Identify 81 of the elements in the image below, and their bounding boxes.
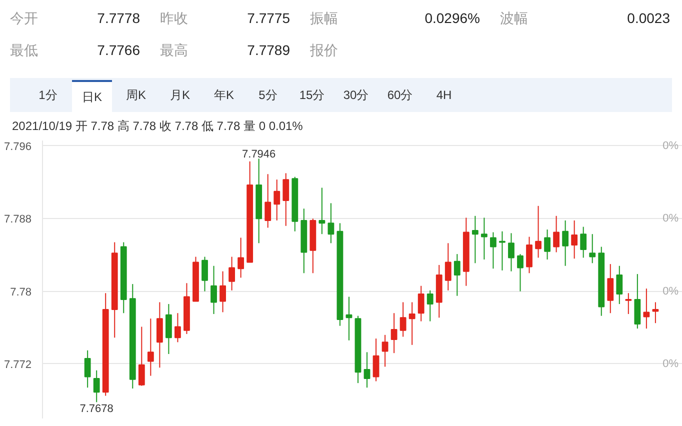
candlestick [390, 312, 398, 354]
candlestick [490, 232, 496, 270]
candlestick [426, 290, 434, 322]
text: 1分 [38, 87, 58, 104]
candlestick [526, 236, 532, 274]
text: 日K [72, 80, 112, 112]
candlestick [174, 312, 181, 343]
candlestick [93, 370, 100, 403]
text: 振幅 [310, 9, 338, 28]
candlestick [408, 302, 416, 346]
text: 7.7789 [247, 42, 290, 58]
candlestick [625, 292, 632, 315]
candlestick [138, 326, 145, 386]
candlestick [571, 220, 578, 260]
candlestick [210, 265, 217, 315]
candlestick [318, 187, 326, 235]
candlestick [454, 254, 460, 296]
text: 昨收 [160, 9, 188, 28]
candlestick [238, 237, 244, 278]
y-tick-label: 7.796 [4, 140, 32, 153]
candlestick [382, 334, 388, 368]
candlestick [580, 226, 587, 258]
y-tick-label: 7.772 [4, 358, 32, 371]
text: 月K [168, 87, 191, 104]
candlestick [400, 302, 406, 338]
candlestick [499, 230, 506, 271]
candlestick [165, 304, 172, 354]
text: 最低 [10, 41, 38, 60]
candlestick [147, 318, 154, 376]
text: 年K [212, 87, 235, 104]
text: 0% [662, 358, 679, 370]
candlestick [328, 202, 334, 244]
candlestick [517, 254, 524, 292]
candlestick [643, 288, 650, 330]
candlestick [346, 296, 352, 341]
text: 报价 [310, 41, 338, 60]
candlestick [228, 256, 235, 291]
candlestick [562, 220, 569, 266]
text: 7.7775 [247, 10, 290, 26]
text: 0% [662, 212, 679, 225]
y-tick-label: 7.788 [4, 214, 32, 226]
candlestick [652, 302, 659, 324]
candlestick [616, 265, 623, 305]
candlestick [607, 264, 614, 314]
candlestick [274, 179, 280, 221]
text: 今开 [10, 9, 38, 28]
candlestick [364, 352, 370, 388]
text: 60分 [386, 87, 414, 104]
chart-subtitle: 2021/10/19 开 7.78 高 7.78 收 7.78 低 7.78 量 0 0.01% [12, 118, 303, 135]
text: 30分 [342, 87, 370, 104]
candlestick [372, 338, 380, 382]
candlestick [418, 285, 424, 322]
text: 5分 [258, 87, 278, 104]
candlestick [282, 172, 290, 226]
text: 周K [124, 87, 147, 104]
candlestick [202, 256, 208, 292]
candlestick [480, 217, 488, 260]
candlestick [264, 174, 272, 228]
text: 波幅 [500, 9, 528, 28]
text: 最高 [160, 41, 188, 60]
candlestick [508, 232, 514, 272]
text: 0.0023 [627, 10, 670, 26]
text: 7.7766 [97, 42, 140, 58]
candlestick [472, 215, 478, 264]
candlestick [535, 205, 542, 258]
text: 7.7778 [97, 10, 140, 26]
candlestick [444, 242, 452, 291]
candlestick [156, 302, 163, 368]
candlestick [553, 215, 560, 253]
y-tick-label: 7.78 [10, 286, 32, 298]
text: 4H [435, 87, 453, 104]
text: 15分 [298, 87, 326, 104]
annotation: 7.7946 [242, 148, 276, 161]
annotation: 7.7678 [80, 403, 114, 416]
candlestick [220, 270, 226, 313]
candlestick [84, 350, 91, 388]
candlestick [589, 234, 596, 264]
candlestick [544, 229, 550, 260]
text: 0% [662, 285, 679, 298]
text: 0.0296% [424, 10, 480, 26]
text: 0% [662, 140, 679, 152]
